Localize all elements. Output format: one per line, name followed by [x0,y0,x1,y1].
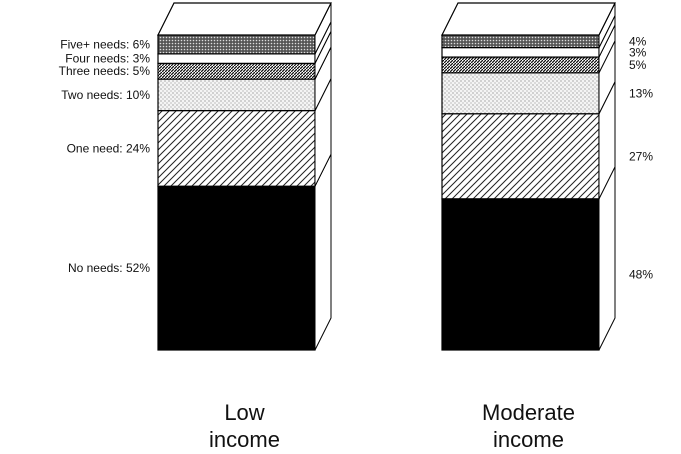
bar-segment-one-need [441,113,600,200]
bar-segment-two-needs [157,78,316,112]
label-moderate-three-needs: 5% [629,58,647,72]
label-two-needs: Two needs: 10% [61,88,150,102]
bar-segment-five-plus-needs [441,34,600,49]
label-moderate-one-need: 27% [629,149,653,163]
label-moderate-no-needs: 48% [629,267,653,281]
label-no-needs: No needs: 52% [68,261,150,275]
bar-top-face [441,2,616,36]
bar-segment-no-needs [441,198,600,351]
bar-top-face [157,2,332,36]
labels-low-income: No needs: 52% One need: 24% Two needs: 1… [59,37,151,275]
bar-segment-three-needs [157,62,316,80]
label-moderate-five-plus-needs: 4% [629,34,647,48]
bar-moderate-income [441,2,616,351]
label-four-needs: Four needs: 3% [65,52,150,66]
category-label-moderate-income: Moderate income [482,400,575,452]
bar-segment-three-needs [441,56,600,74]
bar-segment-five-plus-needs [157,34,316,55]
category-label-low-income: Low income [209,400,280,452]
label-moderate-four-needs: 3% [629,45,647,59]
bar-segment-four-needs [441,46,600,58]
label-five-plus-needs: Five+ needs: 6% [60,37,150,51]
label-moderate-two-needs: 13% [629,86,653,100]
bar-segment-one-need [157,109,316,187]
bar-segment-four-needs [157,53,316,64]
bar-low-income [157,2,332,351]
labels-moderate-income: 48% 27% 13% 5% 3% 4% [629,34,653,281]
bar-segment-no-needs [157,185,316,351]
label-one-need: One need: 24% [67,141,151,155]
bar-side-no-needs [314,153,332,351]
label-three-needs: Three needs: 5% [59,64,151,78]
bar-segment-two-needs [441,72,600,115]
